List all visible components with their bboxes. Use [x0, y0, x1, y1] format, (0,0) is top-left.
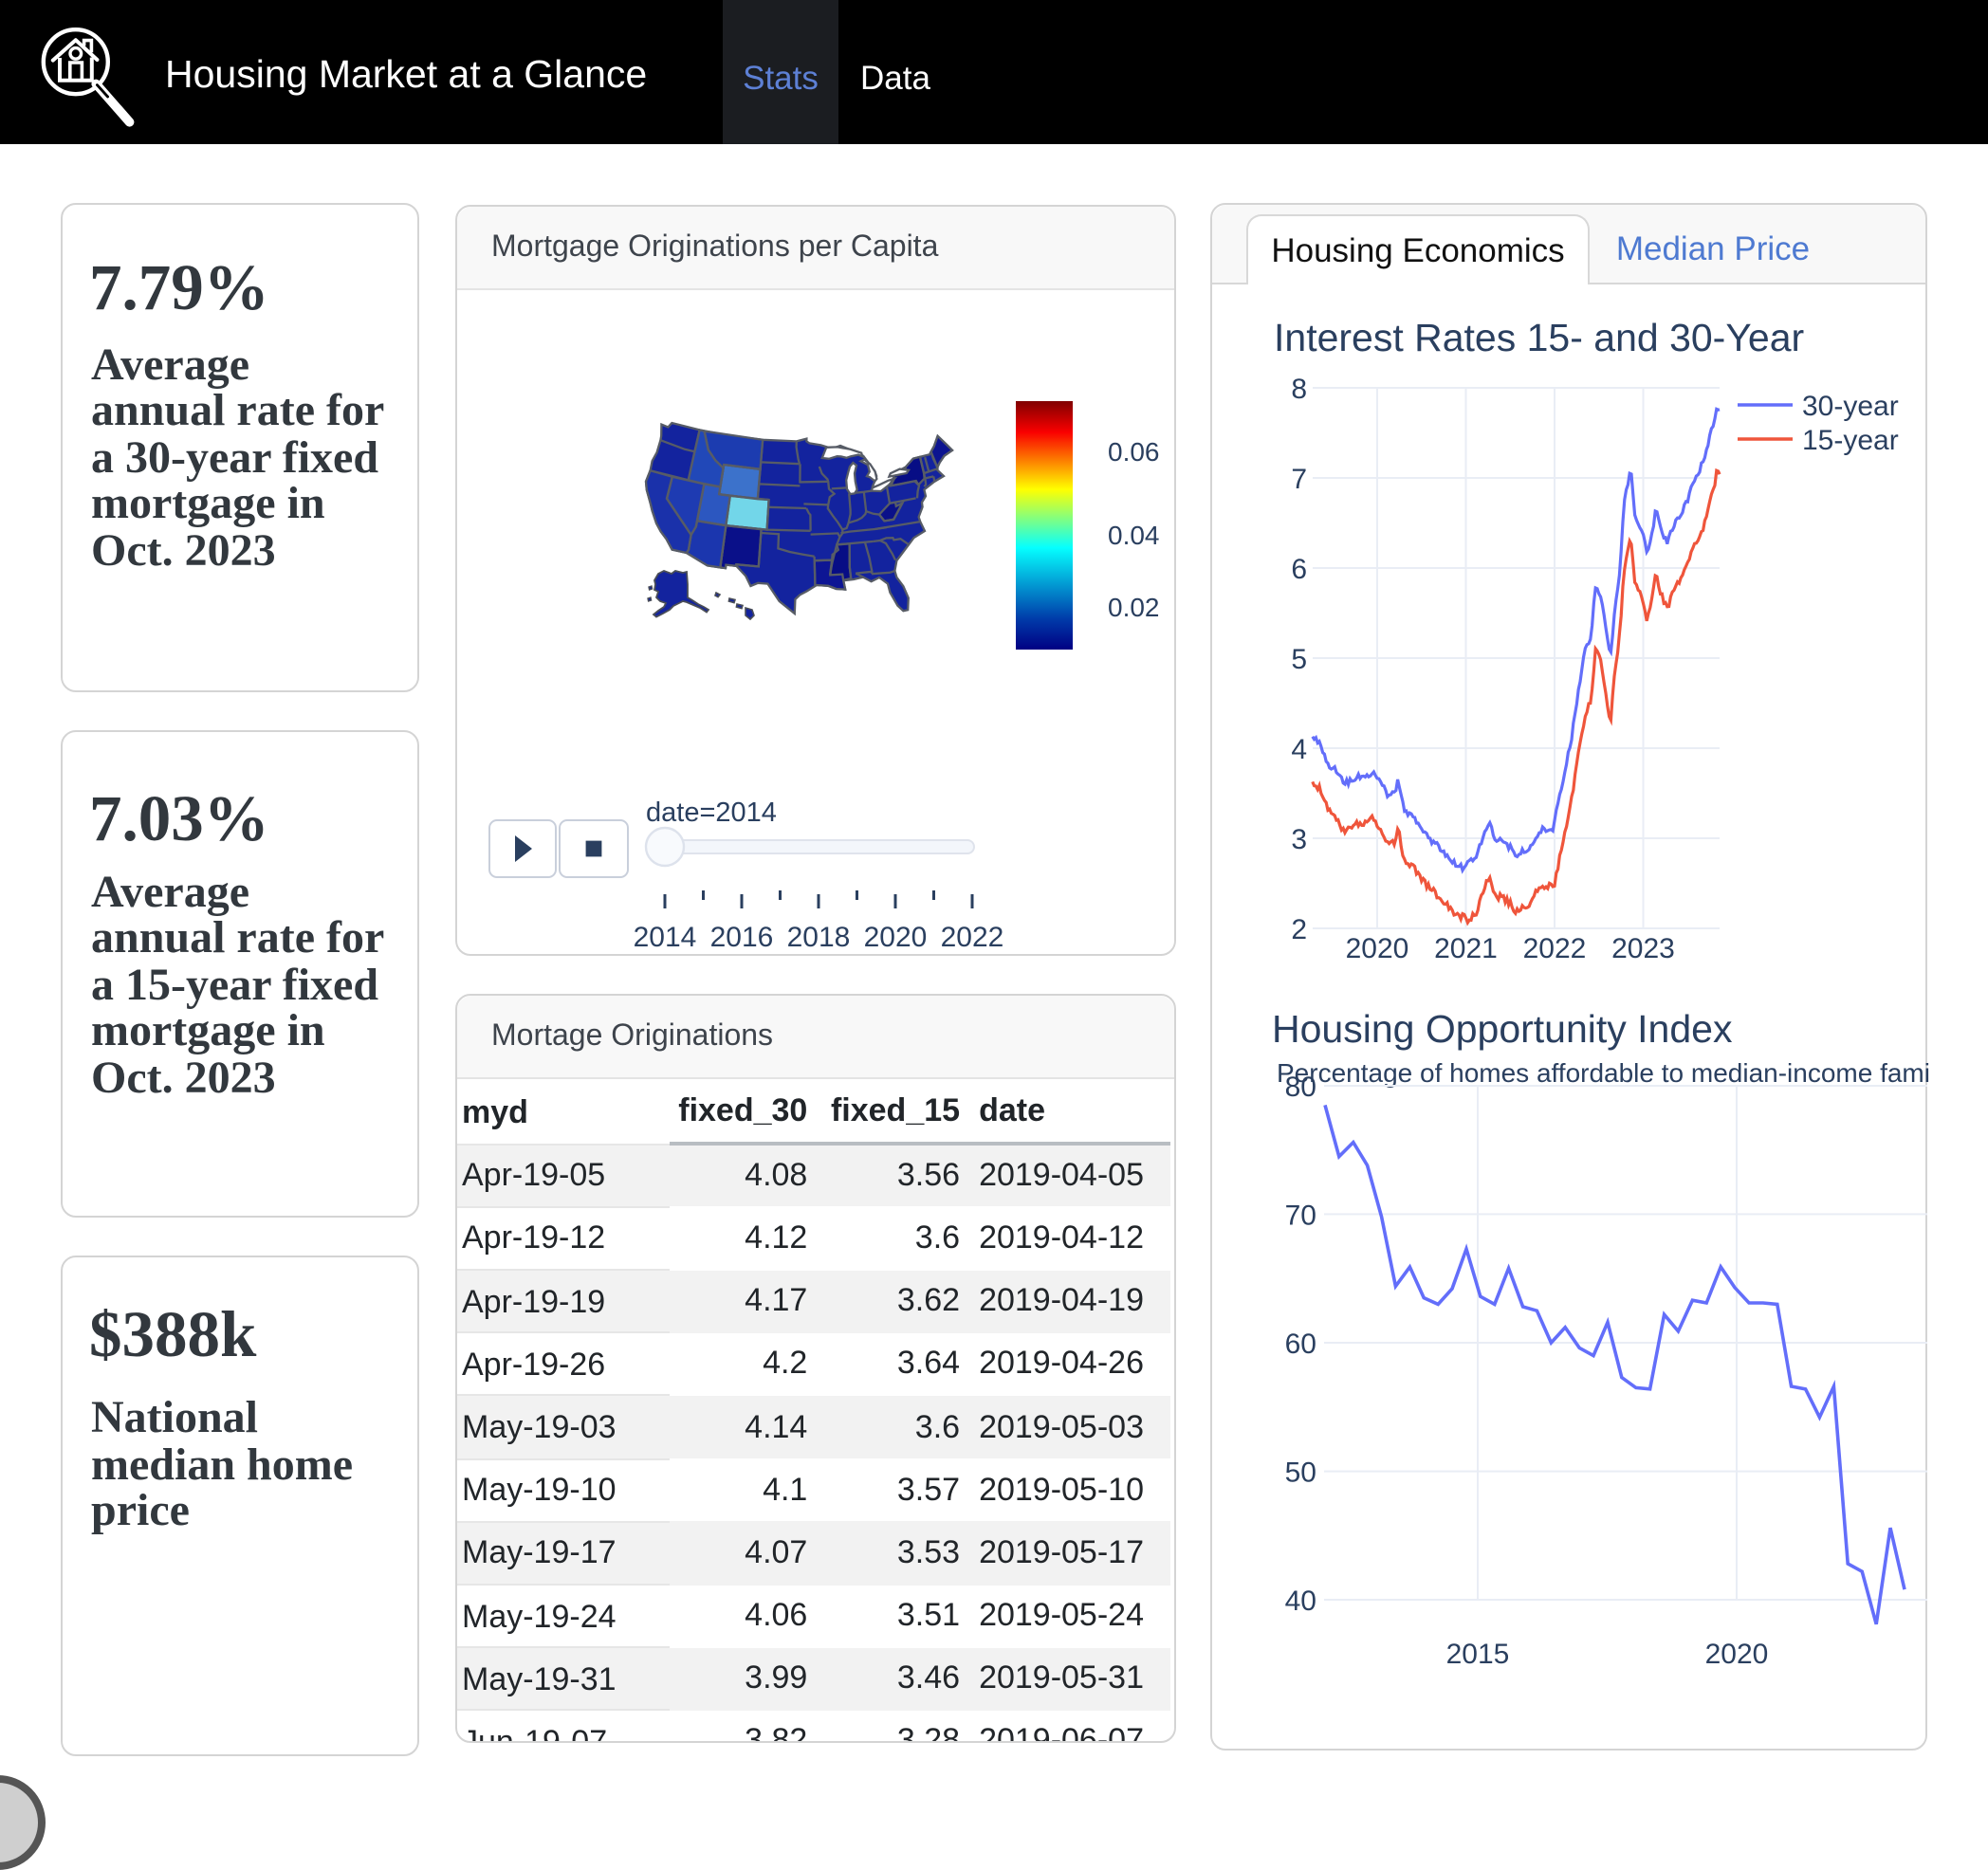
svg-text:2020: 2020 [1704, 1638, 1768, 1669]
svg-text:40: 40 [1284, 1585, 1316, 1616]
svg-text:0.04: 0.04 [1108, 521, 1160, 550]
svg-text:2023: 2023 [1611, 932, 1674, 963]
svg-text:0.02: 0.02 [1108, 593, 1160, 622]
svg-text:0.06: 0.06 [1108, 437, 1160, 467]
svg-text:80: 80 [1284, 1071, 1316, 1102]
svg-text:2020: 2020 [1345, 932, 1408, 963]
svg-text:7: 7 [1290, 463, 1306, 494]
svg-text:6: 6 [1290, 553, 1306, 584]
svg-text:4: 4 [1290, 733, 1306, 764]
svg-text:70: 70 [1284, 1200, 1316, 1231]
svg-text:2014: 2014 [634, 922, 697, 953]
svg-text:2016: 2016 [710, 922, 774, 953]
svg-text:8: 8 [1290, 373, 1306, 404]
svg-text:3: 3 [1290, 823, 1306, 854]
svg-text:2015: 2015 [1445, 1638, 1509, 1669]
svg-text:2018: 2018 [787, 922, 851, 953]
svg-text:Percentage of homes affordable: Percentage of homes affordable to median… [1276, 1057, 1928, 1087]
svg-text:60: 60 [1284, 1328, 1316, 1359]
svg-text:5: 5 [1290, 643, 1306, 674]
svg-text:50: 50 [1284, 1456, 1316, 1487]
svg-text:2022: 2022 [1522, 932, 1586, 963]
svg-text:15-year: 15-year [1801, 424, 1898, 455]
svg-text:2022: 2022 [941, 922, 1004, 953]
svg-text:2021: 2021 [1433, 932, 1497, 963]
svg-text:2: 2 [1290, 913, 1306, 944]
svg-text:2020: 2020 [864, 922, 928, 953]
svg-text:Housing Opportunity Index: Housing Opportunity Index [1271, 1006, 1732, 1050]
svg-text:date=2014: date=2014 [646, 798, 777, 828]
svg-text:Interest Rates 15- and 30-Year: Interest Rates 15- and 30-Year [1273, 315, 1803, 358]
svg-text:30-year: 30-year [1801, 390, 1898, 421]
